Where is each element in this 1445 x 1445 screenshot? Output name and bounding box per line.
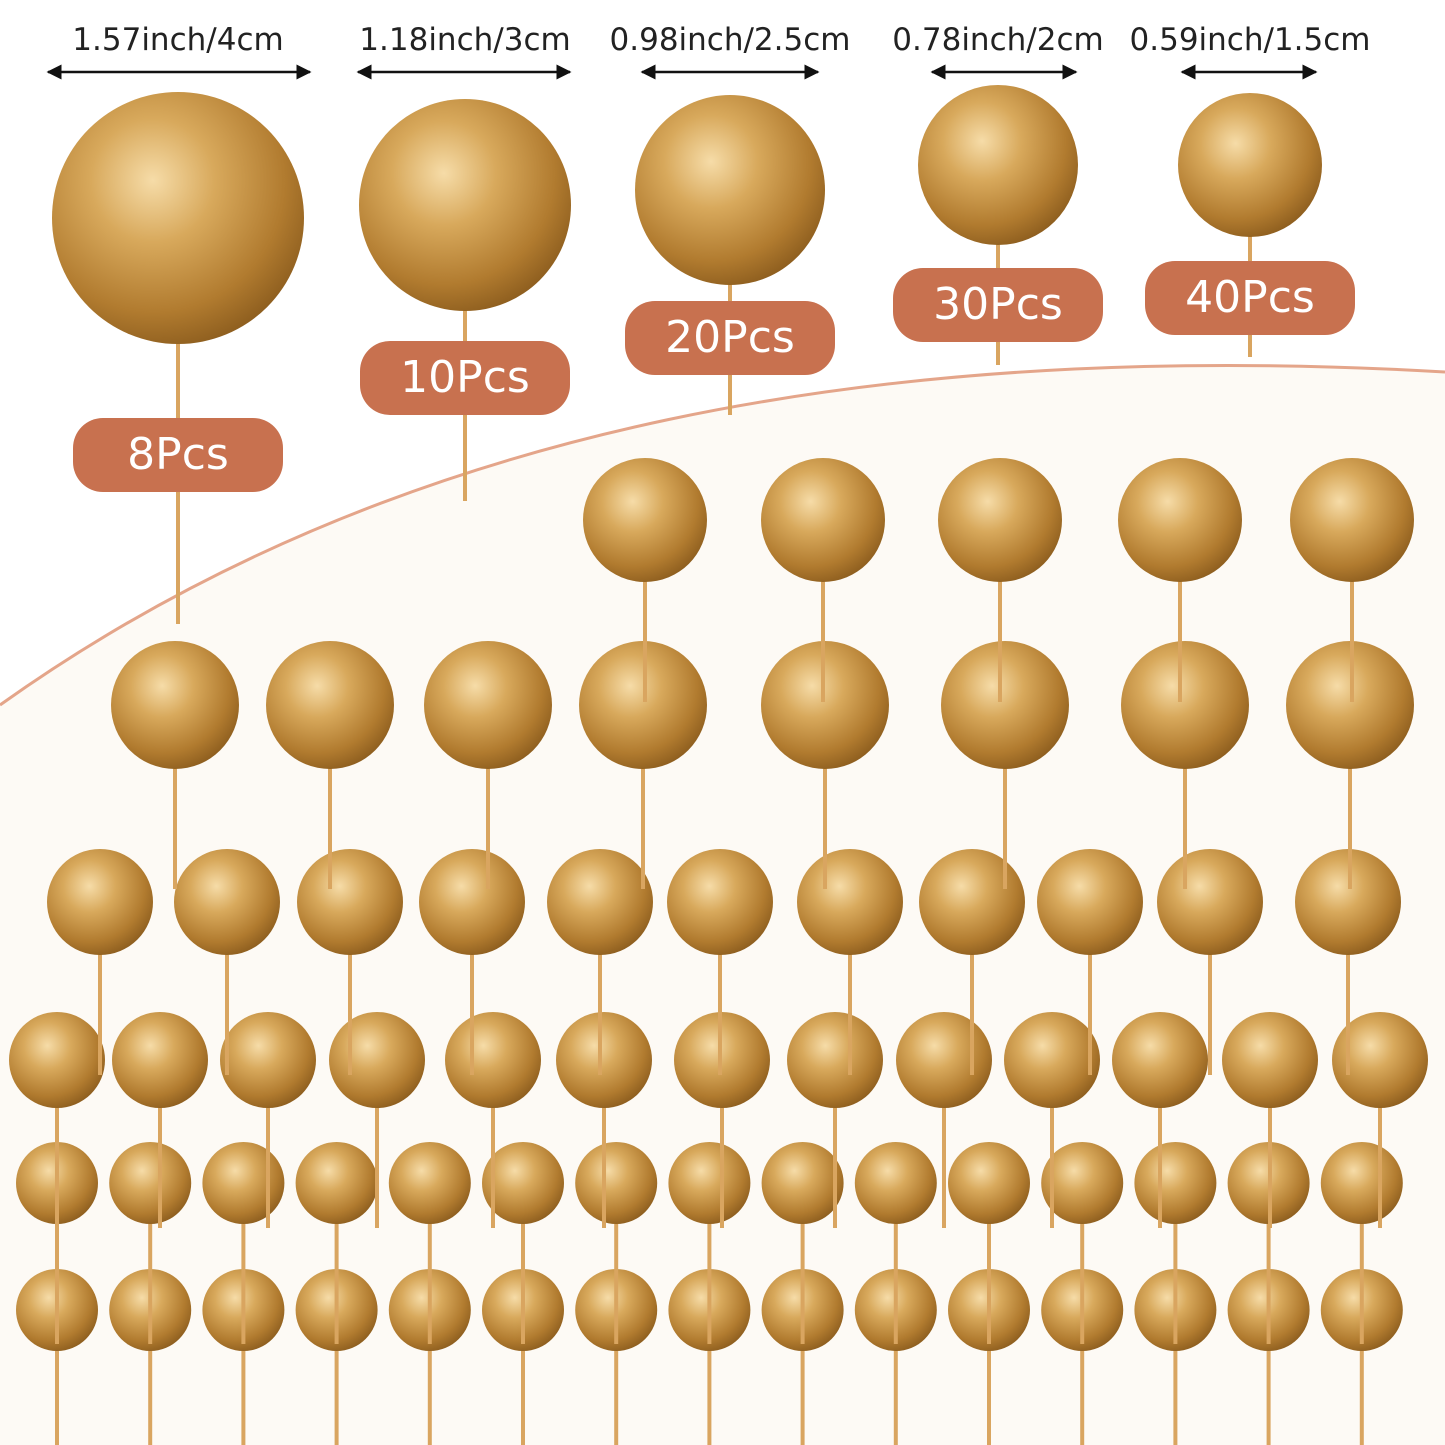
count-pill xyxy=(360,341,570,415)
ball xyxy=(896,1012,992,1108)
ball xyxy=(112,1012,208,1108)
ball xyxy=(388,1142,471,1224)
ball xyxy=(761,641,889,769)
ball xyxy=(1004,1012,1100,1108)
divider-curve xyxy=(0,363,1445,707)
ball xyxy=(1157,849,1263,955)
ball xyxy=(1041,1142,1124,1224)
ball xyxy=(556,1012,652,1108)
ball xyxy=(111,641,239,769)
ball xyxy=(47,849,153,955)
ball xyxy=(9,1012,105,1108)
ball xyxy=(579,641,707,769)
ball xyxy=(583,458,707,582)
ball xyxy=(667,849,773,955)
ball-grid xyxy=(9,458,1428,1445)
ball xyxy=(668,1142,751,1224)
ball xyxy=(547,849,653,955)
ball xyxy=(295,1142,378,1224)
ball xyxy=(174,849,280,955)
ball xyxy=(919,849,1025,955)
ball xyxy=(1286,641,1414,769)
ball xyxy=(635,95,825,285)
count-label: 10Pcs xyxy=(400,352,530,403)
ball xyxy=(918,85,1078,245)
ball xyxy=(1222,1012,1318,1108)
ball xyxy=(787,1012,883,1108)
count-label: 30Pcs xyxy=(933,279,1063,330)
ball xyxy=(266,641,394,769)
count-pill xyxy=(1145,261,1355,335)
ball xyxy=(941,641,1069,769)
ball xyxy=(1118,458,1242,582)
ball xyxy=(854,1142,937,1224)
ball xyxy=(52,92,304,344)
ball xyxy=(220,1012,316,1108)
size-label: 0.59inch/1.5cm xyxy=(1130,22,1371,58)
count-label: 20Pcs xyxy=(665,312,795,363)
ball xyxy=(761,458,885,582)
count-pill xyxy=(625,301,835,375)
ball xyxy=(359,99,571,311)
size-label: 0.78inch/2cm xyxy=(892,22,1103,58)
ball xyxy=(329,1012,425,1108)
ball xyxy=(202,1142,285,1224)
size-label: 0.98inch/2.5cm xyxy=(610,22,851,58)
ball xyxy=(1112,1012,1208,1108)
ball xyxy=(1121,641,1249,769)
ball xyxy=(482,1142,564,1224)
ball xyxy=(1037,849,1143,955)
count-label: 40Pcs xyxy=(1185,272,1315,323)
size-guide: 1.57inch/4cm 8Pcs 1.18inch/3cm 10Pcs 0.98inc… xyxy=(46,22,1371,624)
ball xyxy=(1134,1142,1217,1224)
count-label: 8Pcs xyxy=(127,429,229,480)
ball xyxy=(109,1142,192,1224)
ball xyxy=(1295,849,1401,955)
ball xyxy=(1320,1142,1403,1224)
count-pill xyxy=(893,268,1103,342)
ball xyxy=(948,1142,1030,1224)
ball xyxy=(1178,93,1322,237)
size-label: 1.18inch/3cm xyxy=(359,22,570,58)
ball xyxy=(297,849,403,955)
ball xyxy=(797,849,903,955)
ball xyxy=(1332,1012,1428,1108)
ball xyxy=(575,1142,658,1224)
ball xyxy=(938,458,1062,582)
ball xyxy=(761,1142,844,1224)
ball xyxy=(419,849,525,955)
ball xyxy=(445,1012,541,1108)
ball xyxy=(1290,458,1414,582)
ball xyxy=(424,641,552,769)
count-pill xyxy=(73,418,283,492)
size-label: 1.57inch/4cm xyxy=(72,22,283,58)
